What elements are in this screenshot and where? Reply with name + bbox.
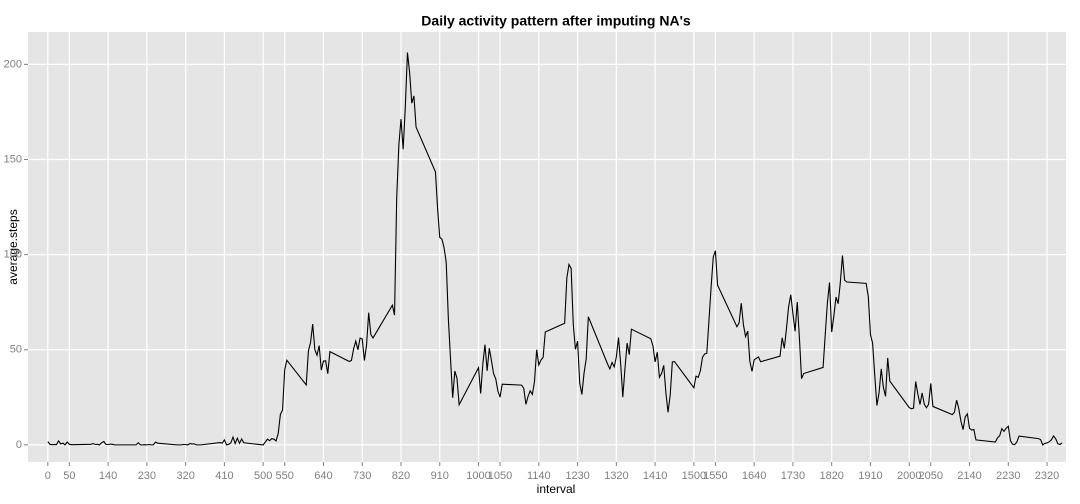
x-tick-label: 50 (63, 470, 75, 482)
x-tick-label: 410 (215, 470, 233, 482)
x-tick-label: 1230 (565, 470, 589, 482)
y-tick-label: 0 (16, 439, 22, 451)
x-tick-label: 2230 (996, 470, 1020, 482)
x-tick-label: 2050 (919, 470, 943, 482)
x-tick-label: 550 (276, 470, 294, 482)
x-tick-label: 2320 (1035, 470, 1059, 482)
x-tick-label: 2140 (957, 470, 981, 482)
x-tick-label: 1000 (466, 470, 490, 482)
x-tick-label: 230 (138, 470, 156, 482)
x-tick-label: 1730 (781, 470, 805, 482)
x-tick-label: 1550 (703, 470, 727, 482)
y-tick-label: 100 (4, 249, 22, 261)
x-tick-label: 0 (45, 470, 51, 482)
data-line (47, 52, 1063, 446)
x-tick-label: 1140 (527, 470, 551, 482)
x-tick-label: 1050 (488, 470, 512, 482)
plot-panel (28, 32, 1066, 462)
x-tick-label: 1320 (604, 470, 628, 482)
x-tick-label: 1410 (643, 470, 667, 482)
x-axis-title: interval (537, 482, 576, 496)
y-tick-label: 200 (4, 58, 22, 70)
x-tick-label: 2000 (897, 470, 921, 482)
x-tick-label: 1500 (682, 470, 706, 482)
x-tick-label: 320 (176, 470, 194, 482)
x-tick-label: 820 (392, 470, 410, 482)
y-tick-label: 50 (10, 344, 22, 356)
x-tick-label: 1820 (819, 470, 843, 482)
y-tick-label: 150 (4, 153, 22, 165)
chart-title: Daily activity pattern after imputing NA… (421, 13, 691, 29)
x-tick-label: 500 (254, 470, 272, 482)
x-tick-label: 640 (314, 470, 332, 482)
y-axis-title: average.steps (6, 209, 20, 284)
x-tick-label: 1640 (742, 470, 766, 482)
x-tick-label: 1910 (858, 470, 882, 482)
x-tick-label: 910 (431, 470, 449, 482)
x-tick-label: 730 (353, 470, 371, 482)
x-tick-label: 140 (99, 470, 117, 482)
